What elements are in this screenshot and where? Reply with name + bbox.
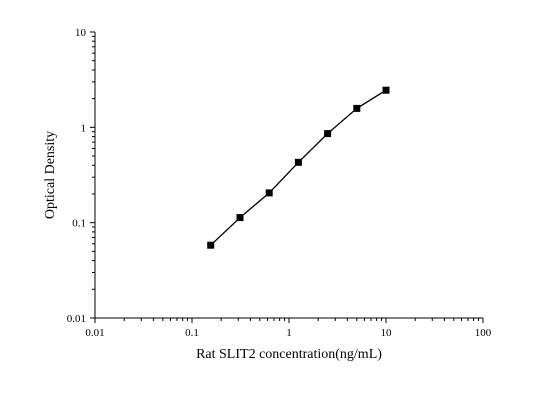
x-tick-label: 0.1 [185,327,199,339]
axes [94,32,483,319]
data-point-marker [207,241,215,249]
x-tick-label: 1 [286,327,292,339]
x-tick-label: 10 [381,327,393,339]
data-point-marker [324,130,332,138]
x-axis-title: Rat SLIT2 concentration(ng/mL) [196,347,382,362]
plot-area [207,86,390,249]
y-tick-label: 0.01 [67,313,86,325]
data-point-marker [265,189,273,197]
y-tick-label: 0.1 [72,218,86,230]
data-point-marker [353,104,361,112]
y-axis-title: Optical Density [43,131,58,219]
y-tick-label: 10 [75,27,87,39]
data-point-marker [236,214,244,222]
x-tick-label: 100 [475,327,492,339]
x-tick-label: 0.01 [85,327,104,339]
data-point-marker [294,158,302,166]
ticks: 0.01 0.1 1 10 100 0.01 0.1 1 10 [67,27,492,339]
data-point-marker [382,86,390,94]
series-line [210,89,387,246]
y-tick-label: 1 [81,122,87,134]
